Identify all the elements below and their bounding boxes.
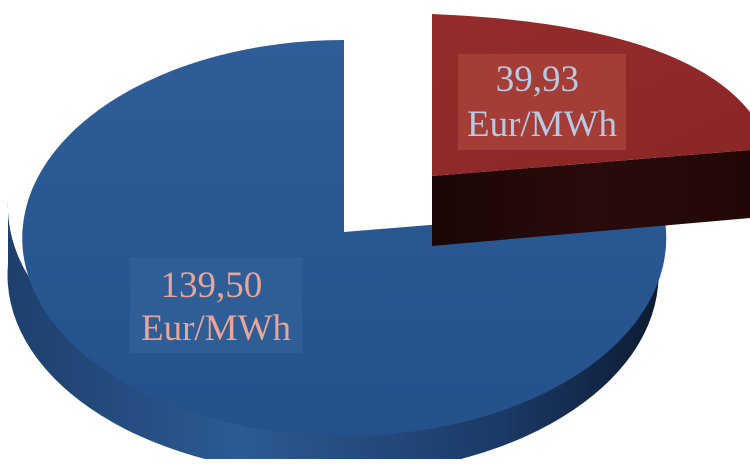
slice-2-label-box (458, 54, 626, 150)
slice-1-unit: Eur/MWh (141, 308, 292, 349)
slice-1-label: 139,50 Eur/MWh (141, 265, 292, 349)
slice-1-value: 139,50 (161, 265, 263, 306)
slice-2-value: 39,93 (496, 59, 579, 100)
slice-2-side (432, 150, 750, 246)
slice-2-unit: Eur/MWh (467, 104, 618, 145)
slice-1-label-box (130, 257, 302, 353)
slice-2-label: 39,93 Eur/MWh (467, 59, 618, 145)
